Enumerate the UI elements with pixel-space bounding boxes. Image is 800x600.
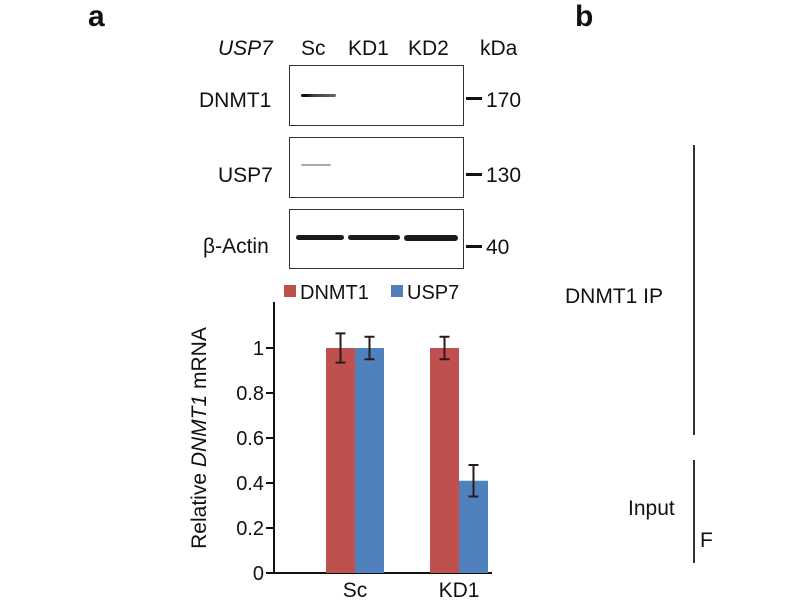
lane-sc-label: Sc [301, 37, 326, 60]
band-dnmt1-sc [301, 94, 336, 97]
marker-tick-130 [466, 173, 482, 176]
marker-40: 40 [486, 236, 510, 259]
marker-170: 170 [486, 89, 522, 112]
lane-kd2-label: KD2 [408, 37, 449, 60]
band-actin-kd1 [348, 235, 400, 240]
band-usp7-sc [301, 164, 331, 166]
y-tick-label: 0 [253, 563, 264, 585]
legend-swatch-usp7 [391, 285, 403, 297]
blot-row-label-dnmt1: DNMT1 [199, 89, 272, 112]
chart-legend: DNMT1 USP7 [284, 282, 459, 304]
y-tick-label: 0.8 [236, 383, 264, 405]
band-actin-sc [296, 235, 344, 240]
panel-a-letter: a [88, 0, 105, 33]
y-axis-label: Relative DNMT1 mRNA [188, 327, 211, 549]
blot-actin [289, 209, 464, 269]
y-tick-label: 0.4 [236, 473, 264, 495]
legend-label-usp7: USP7 [407, 282, 459, 304]
blot-dnmt1 [289, 65, 464, 126]
legend-label-dnmt1: DNMT1 [300, 282, 369, 304]
marker-tick-40 [466, 245, 482, 248]
legend-swatch-dnmt1 [284, 285, 296, 297]
marker-tick-170 [466, 97, 482, 100]
y-tick-label: 1 [253, 338, 264, 360]
y-tick-label: 0.6 [236, 428, 264, 450]
band-actin-kd2 [404, 235, 458, 241]
partial-label-f: F [700, 529, 713, 552]
x-tick-label-kd1: KD1 [439, 579, 480, 600]
dnmt1-ip-bracket-line [693, 145, 695, 435]
y-ticks: 0 0.2 0.4 0.6 0.8 1 [236, 338, 274, 585]
bar-usp7-sc [355, 348, 384, 573]
blot-row-label-actin: β-Actin [203, 235, 269, 258]
blot-usp7 [289, 137, 464, 198]
bar-dnmt1-kd1 [430, 348, 459, 573]
gene-label: USP7 [218, 37, 273, 60]
marker-130: 130 [486, 164, 522, 187]
x-tick-label-sc: Sc [343, 579, 368, 600]
panel-b-letter: b [575, 0, 594, 33]
kda-header: kDa [480, 37, 518, 60]
lane-kd1-label: KD1 [348, 37, 389, 60]
input-label: Input [628, 497, 675, 520]
bars [326, 332, 488, 573]
y-tick-label: 0.2 [236, 518, 264, 540]
bar-dnmt1-sc [326, 348, 355, 573]
dnmt1-ip-label: DNMT1 IP [565, 285, 664, 308]
x-tick-labels: Sc KD1 [343, 579, 480, 600]
input-bracket-line [693, 460, 695, 563]
blot-row-label-usp7: USP7 [218, 164, 273, 187]
